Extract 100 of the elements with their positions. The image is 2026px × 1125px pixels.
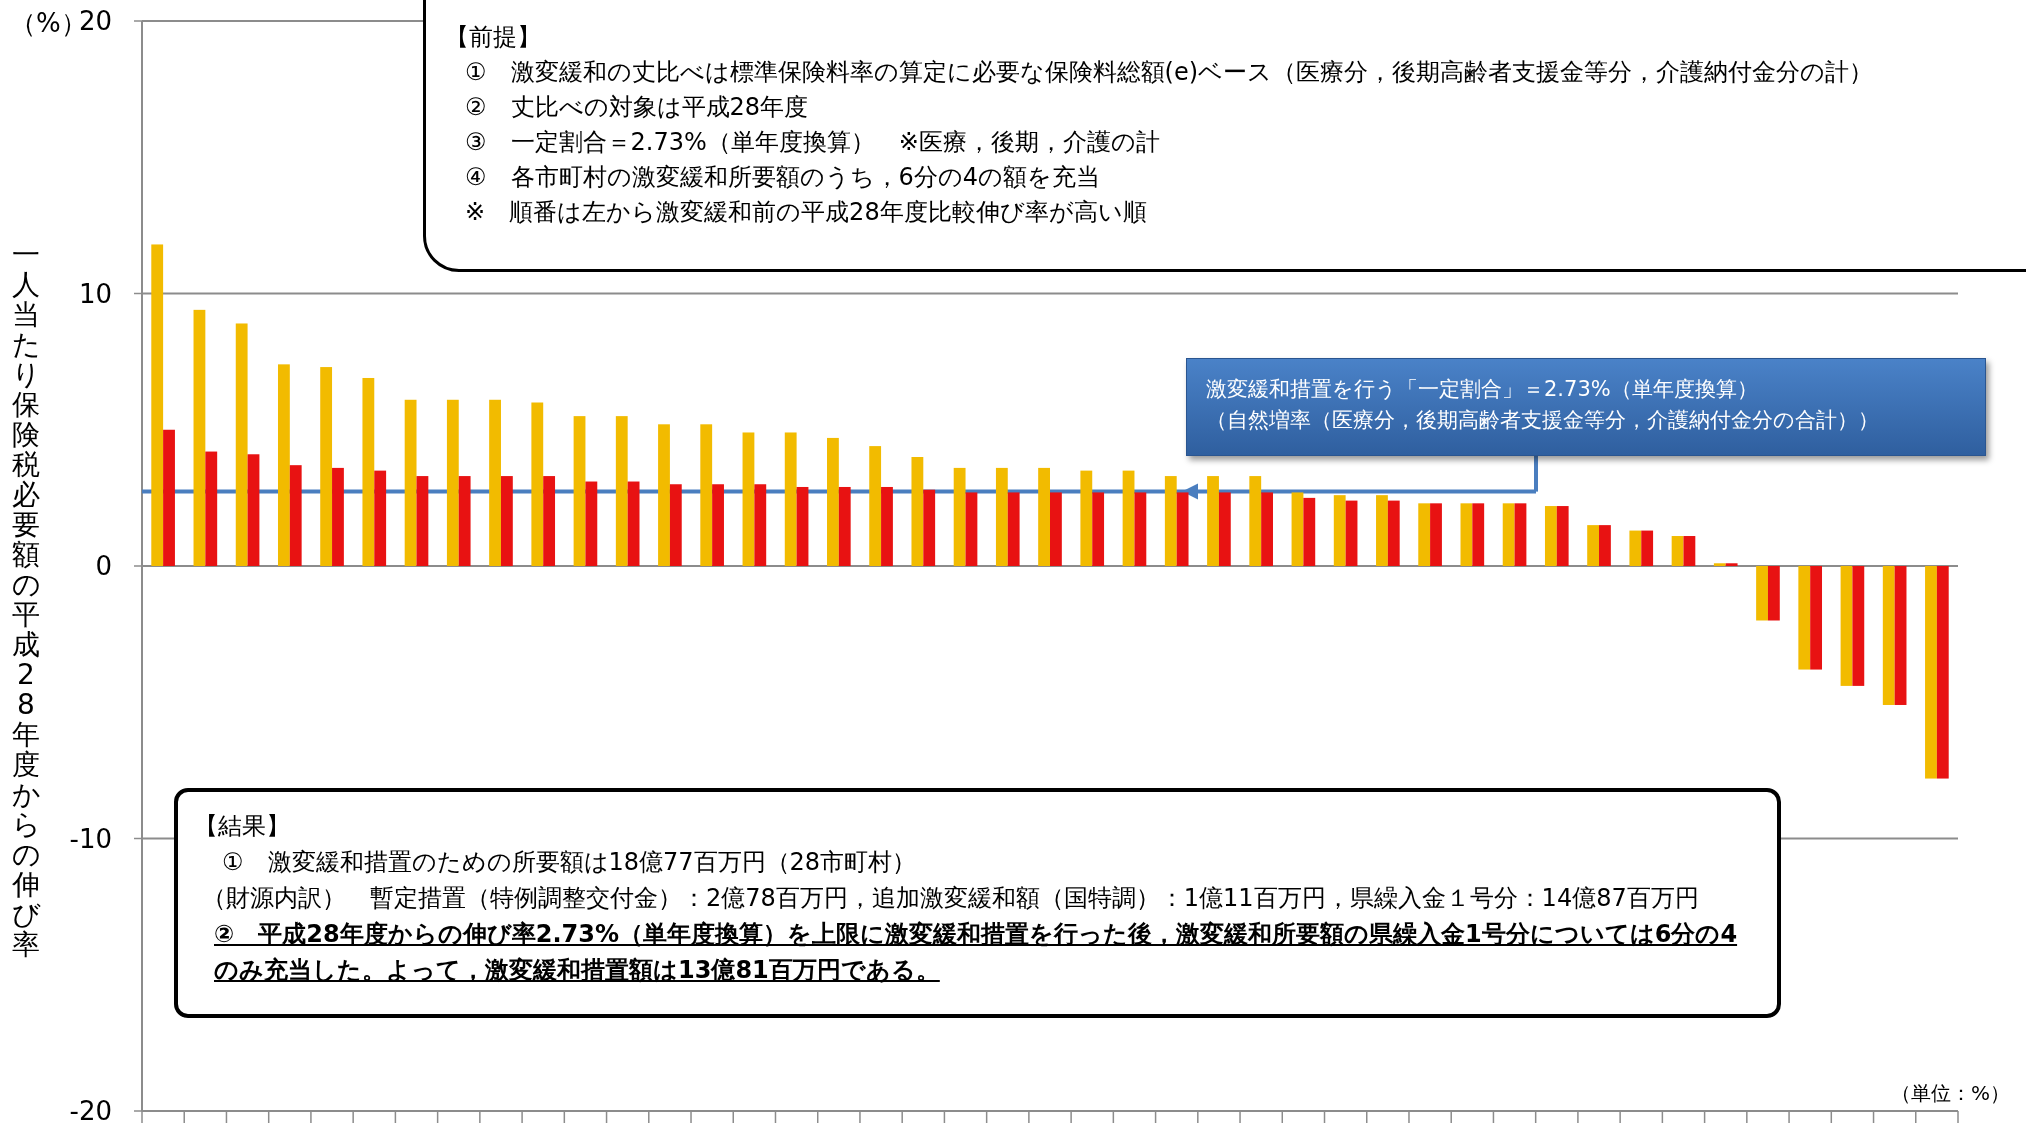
bar	[1207, 476, 1219, 566]
y-tick-label: -10	[69, 823, 112, 854]
bar	[458, 476, 471, 566]
annotation: 激変緩和措置を行う「一定割合」＝2.73%（単年度換算）	[1206, 376, 1759, 403]
bar	[446, 399, 459, 566]
bar	[1134, 492, 1147, 566]
y-tick-label: -20	[69, 1096, 112, 1125]
bar	[163, 429, 175, 566]
bar	[247, 454, 260, 566]
bar	[881, 486, 893, 566]
bar	[1810, 566, 1823, 670]
text: 一人当たり保険税必要額の平成28年度からの伸び率	[11, 238, 41, 961]
bar	[784, 432, 797, 566]
bar	[1092, 492, 1105, 566]
annotation: （自然増率（医療分，後期高齢者支援金等分，介護納付金分の合計））	[1206, 407, 1880, 434]
bar	[995, 467, 1008, 566]
bar	[1767, 566, 1780, 621]
bar	[1080, 470, 1093, 566]
bar	[416, 476, 429, 566]
bar	[1725, 563, 1738, 566]
bar	[1894, 566, 1907, 705]
bar	[1840, 566, 1853, 686]
bar	[1671, 536, 1684, 566]
bar	[953, 467, 966, 566]
bar	[1038, 467, 1050, 566]
bar	[1176, 492, 1189, 566]
bar	[1587, 525, 1600, 566]
bar	[1502, 503, 1515, 566]
bar	[1544, 506, 1557, 566]
annotation: （財源内訳） 暫定措置（特例調整交付金）：2億78百万円，追加激変緩和額（国特調）：1億11百万円，県繰入金１号分：14億87百万円	[202, 883, 1699, 914]
bar	[151, 244, 164, 566]
bar	[1387, 500, 1400, 566]
bar	[1599, 525, 1611, 566]
bar	[235, 323, 248, 566]
bar	[573, 416, 586, 566]
bar	[1261, 492, 1273, 566]
annotation: ※ 順番は左から激変緩和前の平成28年度比較伸び率が高い順	[465, 197, 1147, 228]
bar	[1713, 563, 1726, 566]
bar	[489, 399, 501, 566]
bar	[1756, 566, 1768, 621]
bar	[1556, 506, 1569, 566]
y-tick-label: 0	[95, 551, 112, 581]
annotation: ① 激変緩和の丈比べは標準保険料率の算定に必要な保険料総額(e)ベース（医療分，後期高齢者支援金等分，介護納付金分の計）	[465, 57, 1874, 88]
bar	[1050, 492, 1062, 566]
bar	[277, 364, 290, 566]
bar	[923, 489, 936, 566]
bar	[374, 470, 387, 566]
bar	[754, 484, 767, 566]
bar	[1641, 530, 1654, 566]
bar	[742, 432, 755, 566]
annotation: ③ 一定割合＝2.73%（単年度換算） ※医療，後期，介護の計	[465, 127, 1160, 158]
annotation: 【結果】	[194, 811, 290, 842]
bar	[1472, 503, 1485, 566]
bar	[827, 437, 839, 566]
bar	[1629, 530, 1642, 566]
bar	[1218, 492, 1231, 566]
bar	[205, 451, 218, 566]
bar	[543, 476, 556, 566]
bar	[585, 481, 598, 566]
bar	[1430, 503, 1442, 566]
annotation: （単位：%）	[1890, 1080, 2010, 1107]
annotation: ② 平成28年度からの伸び率2.73%（単年度換算）を上限に激変緩和措置を行った後，激変緩和所要額の県繰入金1号分については6分の4のみ充当した。よって，激変緩和措置額は13億81百万円である。	[214, 919, 1739, 986]
bar	[1852, 566, 1865, 686]
bar	[1333, 495, 1346, 566]
bar	[838, 486, 851, 566]
bar	[1460, 503, 1473, 566]
bar	[1418, 503, 1431, 566]
bar	[1007, 492, 1020, 566]
annotation: ④ 各市町村の激変緩和所要額のうち，6分の4の額を充当	[465, 162, 1101, 193]
bar	[1303, 497, 1316, 566]
bar	[1936, 566, 1949, 779]
bar	[658, 424, 670, 566]
bar	[500, 476, 513, 566]
y-tick-label: 10	[78, 278, 112, 309]
bar	[332, 467, 344, 566]
bar	[193, 309, 206, 566]
bar	[1345, 500, 1358, 566]
bar	[712, 484, 724, 566]
bar	[1798, 566, 1811, 670]
bar	[320, 367, 333, 566]
bar	[1376, 495, 1388, 566]
bar	[1164, 476, 1177, 566]
bar	[669, 484, 682, 566]
bar	[531, 402, 544, 566]
bar	[1925, 566, 1937, 779]
bar	[796, 486, 809, 566]
bar	[362, 377, 375, 566]
bar	[1291, 492, 1304, 566]
annotation: ① 激変緩和措置のための所要額は18億77百万円（28市町村）	[222, 847, 917, 878]
bar	[700, 424, 713, 566]
bar	[911, 457, 924, 566]
annotation: 【前提】	[445, 22, 541, 53]
bar	[289, 465, 302, 566]
bar	[404, 399, 417, 566]
bar	[1683, 536, 1696, 566]
bar	[1122, 470, 1135, 566]
bar	[615, 416, 628, 566]
bar	[1249, 476, 1262, 566]
annotation: ② 丈比べの対象は平成28年度	[465, 92, 809, 123]
bar	[627, 481, 640, 566]
